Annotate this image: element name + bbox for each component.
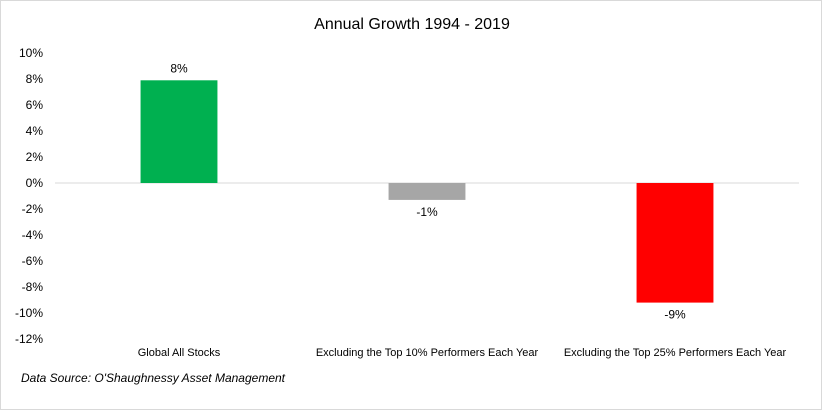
y-tick-label: 0% xyxy=(26,176,44,190)
data-labels-group: 8% -1% -9% xyxy=(170,61,686,321)
y-tick-label: 6% xyxy=(26,98,44,112)
bars-group xyxy=(140,80,714,303)
y-tick-label: 2% xyxy=(26,150,44,164)
y-tick-label: -8% xyxy=(22,280,44,294)
data-source-note: Data Source: O'Shaughnessy Asset Managem… xyxy=(21,371,286,385)
bar-data-label: 8% xyxy=(170,61,188,75)
y-tick-label: -12% xyxy=(15,332,43,346)
y-tick-label: -10% xyxy=(15,306,43,320)
y-tick-label: -2% xyxy=(22,202,44,216)
bar xyxy=(388,183,466,200)
bar xyxy=(636,183,714,303)
x-category-label: Excluding the Top 10% Performers Each Ye… xyxy=(316,347,539,359)
bar xyxy=(140,80,218,183)
y-tick-label: 10% xyxy=(19,46,43,60)
x-category-label: Global All Stocks xyxy=(138,347,221,359)
chart-title: Annual Growth 1994 - 2019 xyxy=(314,16,510,33)
bar-data-label: -1% xyxy=(416,205,438,219)
y-tick-label: -4% xyxy=(22,228,44,242)
y-tick-label: 4% xyxy=(26,124,44,138)
bar-data-label: -9% xyxy=(664,308,686,322)
category-labels-group: Global All Stocks Excluding the Top 10% P… xyxy=(138,347,787,359)
y-tick-label: 8% xyxy=(26,72,44,86)
y-axis-ticks: 10% 8% 6% 4% 2% 0% -2% -4% -6% -8% -10% -12% xyxy=(15,46,43,346)
y-tick-label: -6% xyxy=(22,254,44,268)
x-category-label: Excluding the Top 25% Performers Each Ye… xyxy=(564,347,787,359)
